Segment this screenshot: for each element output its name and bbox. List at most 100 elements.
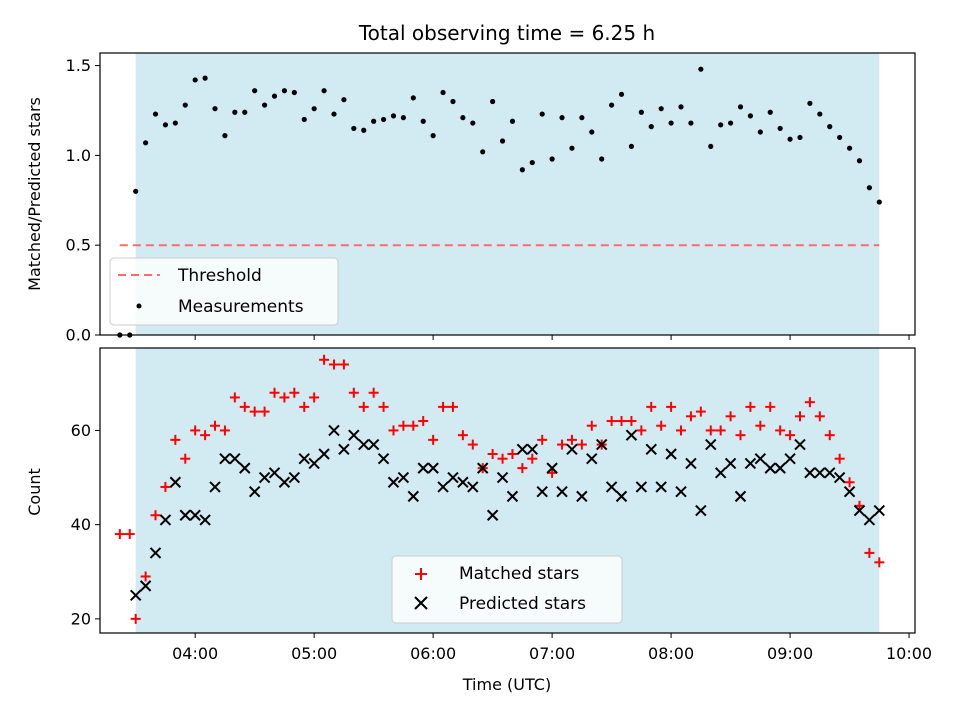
matched-star-point	[378, 401, 389, 412]
matched-star-point	[785, 430, 796, 441]
matched-star-point	[438, 401, 449, 412]
predicted-star-point	[308, 457, 320, 470]
count-panel: 20 40 60 04:00 05:00 06:00 07:00 08:00 09:00 10:…	[25, 347, 932, 694]
predicted-star-point	[209, 481, 221, 493]
measurement-point	[440, 89, 446, 96]
matched-star-point	[676, 425, 687, 436]
count-x-ticks: 04:00 05:00 06:00 07:00 08:00 09:00 10:00	[172, 633, 932, 663]
matched-star-point	[695, 406, 706, 417]
measurement-point	[341, 97, 347, 103]
predicted-star-point	[576, 490, 588, 503]
matched-star-point	[219, 425, 230, 436]
matched-star-point	[527, 453, 538, 464]
matched-star-point	[834, 453, 845, 464]
x-tick-label: 10:00	[886, 644, 932, 663]
predicted-star-point	[159, 514, 172, 526]
matched-star-point	[646, 401, 657, 412]
predicted-star-point	[645, 443, 657, 455]
measurement-point	[599, 156, 605, 162]
matched-star-point	[794, 411, 805, 422]
predicted-star-point	[764, 462, 776, 474]
matched-star-point	[130, 613, 141, 624]
predicted-star-point	[566, 443, 578, 455]
legend-measurements-swatch	[136, 303, 142, 309]
matched-star-point	[279, 392, 290, 403]
matched-star-point	[467, 439, 478, 450]
x-tick-label: 04:00	[172, 644, 218, 663]
measurement-point	[807, 100, 813, 106]
matched-star-point	[864, 547, 875, 558]
matched-star-point	[735, 430, 746, 441]
matched-star-point	[114, 529, 125, 540]
measurement-point	[876, 199, 882, 205]
y-tick-label: 1.0	[66, 146, 91, 165]
matched-star-point	[725, 411, 736, 422]
predicted-star-point	[377, 452, 390, 465]
predicted-star-point	[179, 509, 191, 521]
legend-predicted-swatch	[414, 596, 428, 610]
measurement-point	[232, 109, 238, 115]
chart-title: Total observing time = 6.25 h	[358, 21, 655, 45]
predicted-star-point	[853, 504, 866, 517]
x-tick-label: 07:00	[529, 644, 575, 663]
ratio-x-ticks	[194, 335, 910, 340]
predicted-star-point	[824, 467, 836, 479]
ratio-y-axis-label: Matched/Predicted stars	[25, 97, 44, 291]
measurement-point	[797, 134, 803, 141]
predicted-star-point	[605, 481, 618, 493]
predicted-star-point	[615, 490, 628, 503]
predicted-star-point	[863, 514, 876, 526]
predicted-star-point	[427, 462, 439, 474]
y-tick-label: 0.5	[66, 236, 91, 255]
measurement-point	[480, 149, 486, 155]
matched-star-point	[874, 557, 885, 568]
y-tick-label: 1.5	[66, 56, 91, 75]
predicted-star-point	[248, 485, 261, 498]
measurement-point	[222, 133, 228, 139]
predicted-star-point	[318, 448, 330, 460]
predicted-star-point	[229, 452, 241, 465]
matched-star-point	[180, 453, 191, 464]
matched-star-point	[804, 397, 815, 408]
predicted-star-point	[486, 509, 499, 521]
matched-star-point	[299, 401, 310, 412]
measurement-point	[192, 77, 198, 83]
measurement-point	[380, 116, 387, 123]
measurement-point	[678, 104, 684, 110]
measurement-point	[589, 129, 595, 135]
measurement-point	[281, 88, 288, 94]
predicted-star-point	[546, 462, 558, 474]
measurement-point	[212, 106, 218, 112]
predicted-star-point	[695, 504, 707, 517]
matched-star-point	[124, 529, 135, 540]
measurement-point	[371, 118, 377, 124]
predicted-star-point	[784, 452, 796, 465]
predicted-star-point	[477, 462, 489, 474]
measurement-point	[261, 102, 268, 108]
matched-star-point	[338, 359, 349, 370]
predicted-star-point	[129, 589, 142, 602]
matched-star-point	[368, 387, 379, 398]
x-tick-label: 05:00	[291, 644, 337, 663]
predicted-star-point	[754, 452, 767, 465]
measurement-point	[291, 89, 297, 96]
predicted-star-point	[685, 457, 697, 470]
matched-star-point	[606, 416, 617, 427]
measurement-point	[202, 75, 208, 81]
count-legend: Matched stars Predicted stars	[391, 555, 623, 624]
matched-star-point	[269, 387, 280, 398]
measurement-point	[658, 106, 664, 112]
measurement-point	[162, 122, 169, 128]
measurement-point	[301, 116, 307, 123]
measurement-point	[747, 113, 754, 119]
matched-star-point	[517, 463, 528, 474]
y-tick-label: 60	[71, 421, 91, 440]
matched-star-point	[765, 401, 776, 412]
predicted-star-point	[556, 485, 568, 498]
matched-star-point	[447, 401, 458, 412]
matched-star-point	[715, 425, 726, 436]
measurement-point	[529, 159, 535, 166]
matched-star-point	[408, 420, 419, 431]
matched-star-point	[239, 401, 250, 412]
predicted-star-point	[149, 547, 162, 559]
